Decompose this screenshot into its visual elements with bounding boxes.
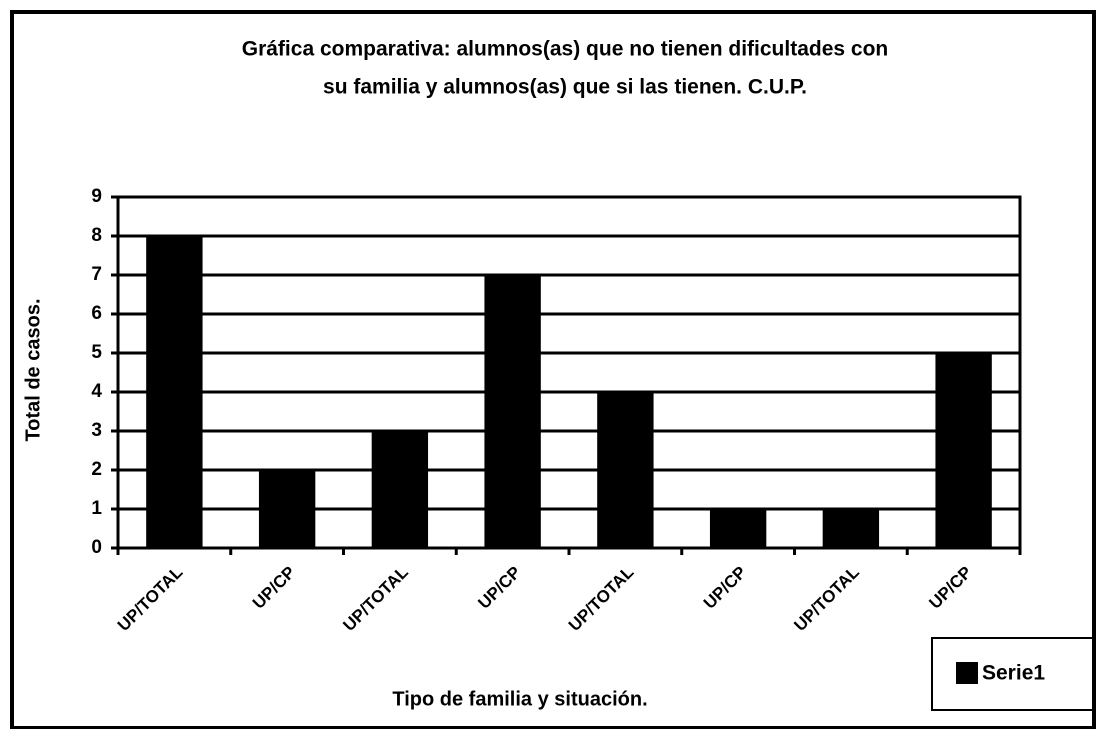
chart-title: su familia y alumnos(as) que si las tien… [323, 76, 807, 99]
y-tick-label: 7 [91, 264, 102, 285]
y-tick-label: 6 [91, 303, 102, 324]
y-tick-label: 2 [91, 459, 102, 480]
bar [484, 275, 541, 548]
legend-swatch [956, 662, 978, 684]
y-axis-title: Total de casos. [22, 298, 44, 441]
chart-title: Gráfica comparativa: alumnos(as) que no … [242, 38, 888, 61]
y-tick-label: 4 [91, 381, 102, 402]
y-tick-label: 5 [91, 342, 102, 363]
y-tick-label: 1 [91, 498, 102, 519]
bar [597, 392, 654, 548]
bar [371, 431, 429, 548]
bar [709, 509, 767, 548]
y-tick-label: 0 [91, 537, 102, 558]
x-axis-title: Tipo de familia y situación. [392, 688, 647, 710]
y-tick-label: 3 [91, 420, 102, 441]
bar [146, 236, 203, 548]
bar [258, 470, 316, 548]
bar [935, 353, 992, 548]
bar [822, 509, 880, 548]
y-tick-label: 8 [91, 225, 102, 246]
y-tick-label: 9 [91, 186, 102, 207]
legend-label: Serie1 [982, 662, 1045, 685]
